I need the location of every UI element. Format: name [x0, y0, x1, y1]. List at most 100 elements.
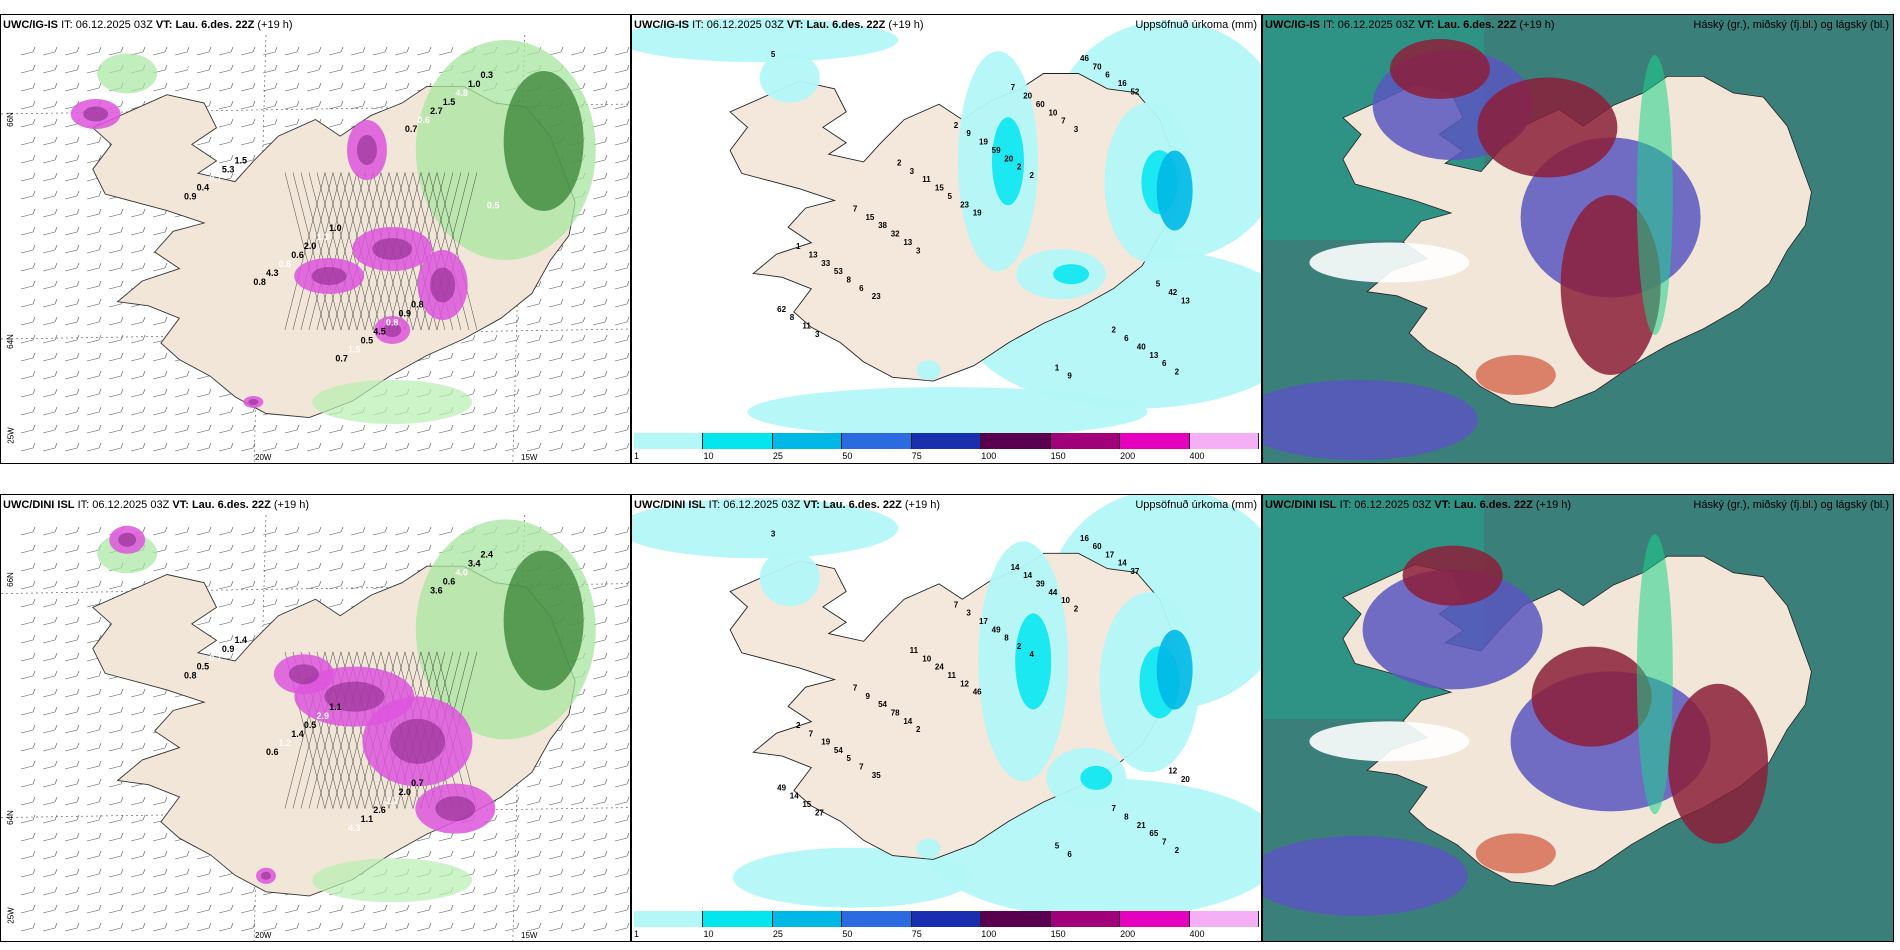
heavy-snow-area — [118, 532, 137, 547]
wind-barb — [306, 82, 322, 92]
wind-barb — [570, 442, 586, 452]
wind-barb — [86, 406, 102, 416]
wind-barb — [614, 172, 630, 182]
wind-barb — [284, 562, 300, 572]
wind-barb — [86, 904, 102, 914]
precip-amount-label: 14 — [790, 792, 799, 801]
wind-barb — [548, 298, 564, 308]
wind-barb — [64, 652, 80, 662]
wind-barb — [130, 388, 146, 398]
wind-barb — [526, 298, 542, 308]
wind-barb — [592, 262, 608, 272]
wind-barb — [482, 868, 498, 878]
wind-barb — [614, 352, 630, 362]
snow-amount-label: 2.6 — [373, 805, 386, 815]
wind-barb — [592, 280, 608, 290]
wind-barb — [372, 442, 388, 452]
wind-barb — [42, 388, 58, 398]
precip-amount-label: 19 — [973, 209, 982, 218]
wind-barb — [328, 544, 344, 554]
wind-barb — [196, 868, 212, 878]
colorbar-swatch — [842, 433, 912, 449]
wind-barb — [42, 526, 58, 536]
colorbar-tick-label: 25 — [772, 451, 783, 461]
precip-amount-label: 7 — [809, 729, 814, 738]
colorbar-tick-label: 100 — [981, 929, 997, 939]
wind-barb — [416, 544, 432, 554]
precip-amount-label: 12 — [960, 679, 969, 688]
wind-barb — [592, 724, 608, 734]
wind-barb — [42, 226, 58, 236]
precip-amount-label: 24 — [935, 663, 944, 672]
precip-area-heavy — [1156, 150, 1193, 231]
wind-barb — [130, 850, 146, 860]
precip-amount-label: 6 — [1162, 359, 1167, 368]
wind-barb — [460, 442, 476, 452]
wind-barb — [394, 442, 410, 452]
precip-amount-label: 54 — [834, 746, 843, 755]
wind-barb — [240, 46, 256, 56]
wind-barb — [460, 850, 476, 860]
wind-barb — [614, 226, 630, 236]
wind-barb — [592, 316, 608, 326]
wind-barb — [64, 406, 80, 416]
wind-barb — [592, 850, 608, 860]
colorbar-swatch — [1189, 433, 1259, 449]
wind-barb — [64, 922, 80, 932]
precip-amount-label: 19 — [821, 738, 830, 747]
wind-barb — [42, 724, 58, 734]
wind-barb — [592, 82, 608, 92]
wind-barb — [460, 886, 476, 896]
wind-barb — [614, 154, 630, 164]
wind-barb — [20, 262, 36, 272]
wind-barb — [64, 352, 80, 362]
colorbar-swatch — [842, 911, 912, 927]
wind-barb — [64, 244, 80, 254]
wind-barb — [196, 886, 212, 896]
wind-barb — [614, 208, 630, 218]
wind-barb — [86, 760, 102, 770]
wind-barb — [42, 118, 58, 128]
wind-barb — [592, 370, 608, 380]
wind-barb — [306, 64, 322, 74]
wind-barb — [42, 298, 58, 308]
precip-amount-label: 2 — [1175, 367, 1180, 376]
wind-barb — [174, 886, 190, 896]
wind-barb — [42, 244, 58, 254]
wind-barb — [64, 724, 80, 734]
wind-barb — [592, 226, 608, 236]
wind-barb — [438, 46, 454, 56]
wind-barb — [86, 154, 102, 164]
precip-amount-label: 7 — [853, 684, 858, 693]
wind-barb — [86, 424, 102, 434]
snow-amount-label: 0.3 — [481, 70, 494, 80]
wind-barb — [196, 388, 212, 398]
wind-barb — [482, 352, 498, 362]
wind-barb — [42, 634, 58, 644]
wind-barb — [86, 190, 102, 200]
colorbar-tick-label: 200 — [1120, 929, 1136, 939]
wind-barb — [42, 868, 58, 878]
wind-barb — [614, 526, 630, 536]
wind-barb — [86, 526, 102, 536]
snow-amount-label: 4.3 — [348, 823, 361, 833]
wind-barb — [152, 922, 168, 932]
wind-barb — [460, 406, 476, 416]
wind-barb — [526, 334, 542, 344]
wind-barb — [42, 136, 58, 146]
wind-barb — [42, 778, 58, 788]
wind-barb — [42, 706, 58, 716]
precip-amount-label: 70 — [1093, 62, 1102, 71]
wind-barb — [130, 226, 146, 236]
wind-barb — [526, 388, 542, 398]
wind-barb — [526, 424, 542, 434]
colorbar-tick-label: 25 — [772, 929, 783, 939]
lat-label-66: 66N — [5, 112, 15, 127]
wind-barb — [152, 316, 168, 326]
snow-amount-label: 4.5 — [373, 327, 386, 337]
wind-barb — [350, 442, 366, 452]
wind-barb — [350, 64, 366, 74]
wind-barb — [86, 244, 102, 254]
wind-barb — [416, 922, 432, 932]
lon-label-15: 15W — [521, 931, 538, 940]
